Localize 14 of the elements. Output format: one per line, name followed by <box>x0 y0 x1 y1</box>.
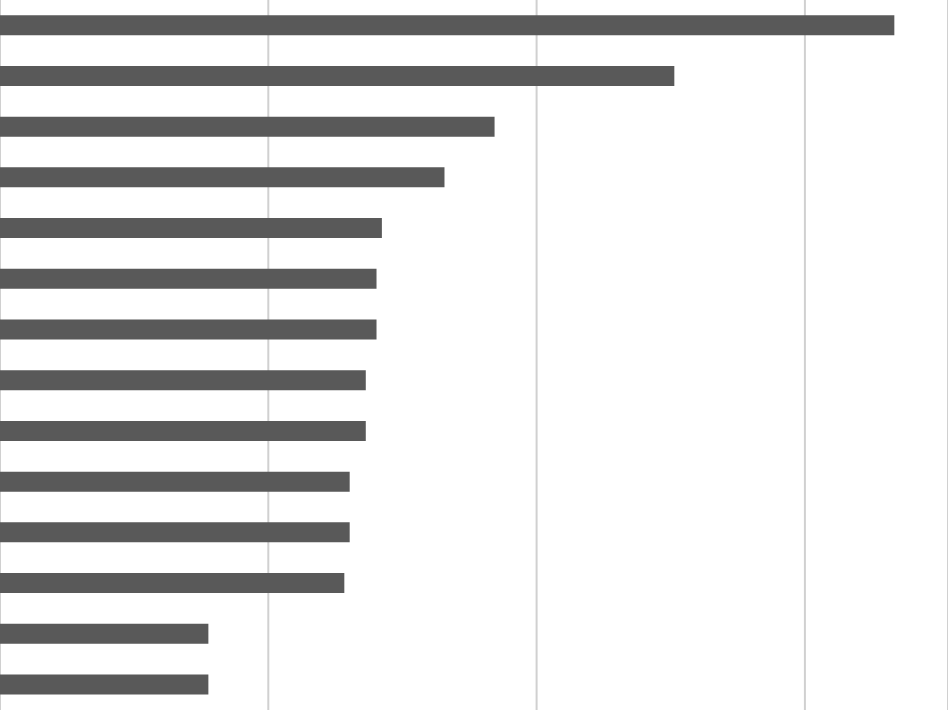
bar <box>0 268 377 289</box>
bar <box>0 65 675 86</box>
bar <box>0 471 350 492</box>
bar <box>0 674 209 695</box>
bar <box>0 116 495 137</box>
bar <box>0 167 445 188</box>
bar <box>0 15 895 36</box>
bar <box>0 319 377 340</box>
bar <box>0 522 350 543</box>
bar <box>0 370 366 391</box>
bar <box>0 218 382 239</box>
bar <box>0 573 345 594</box>
bar <box>0 420 366 441</box>
bar <box>0 623 209 644</box>
